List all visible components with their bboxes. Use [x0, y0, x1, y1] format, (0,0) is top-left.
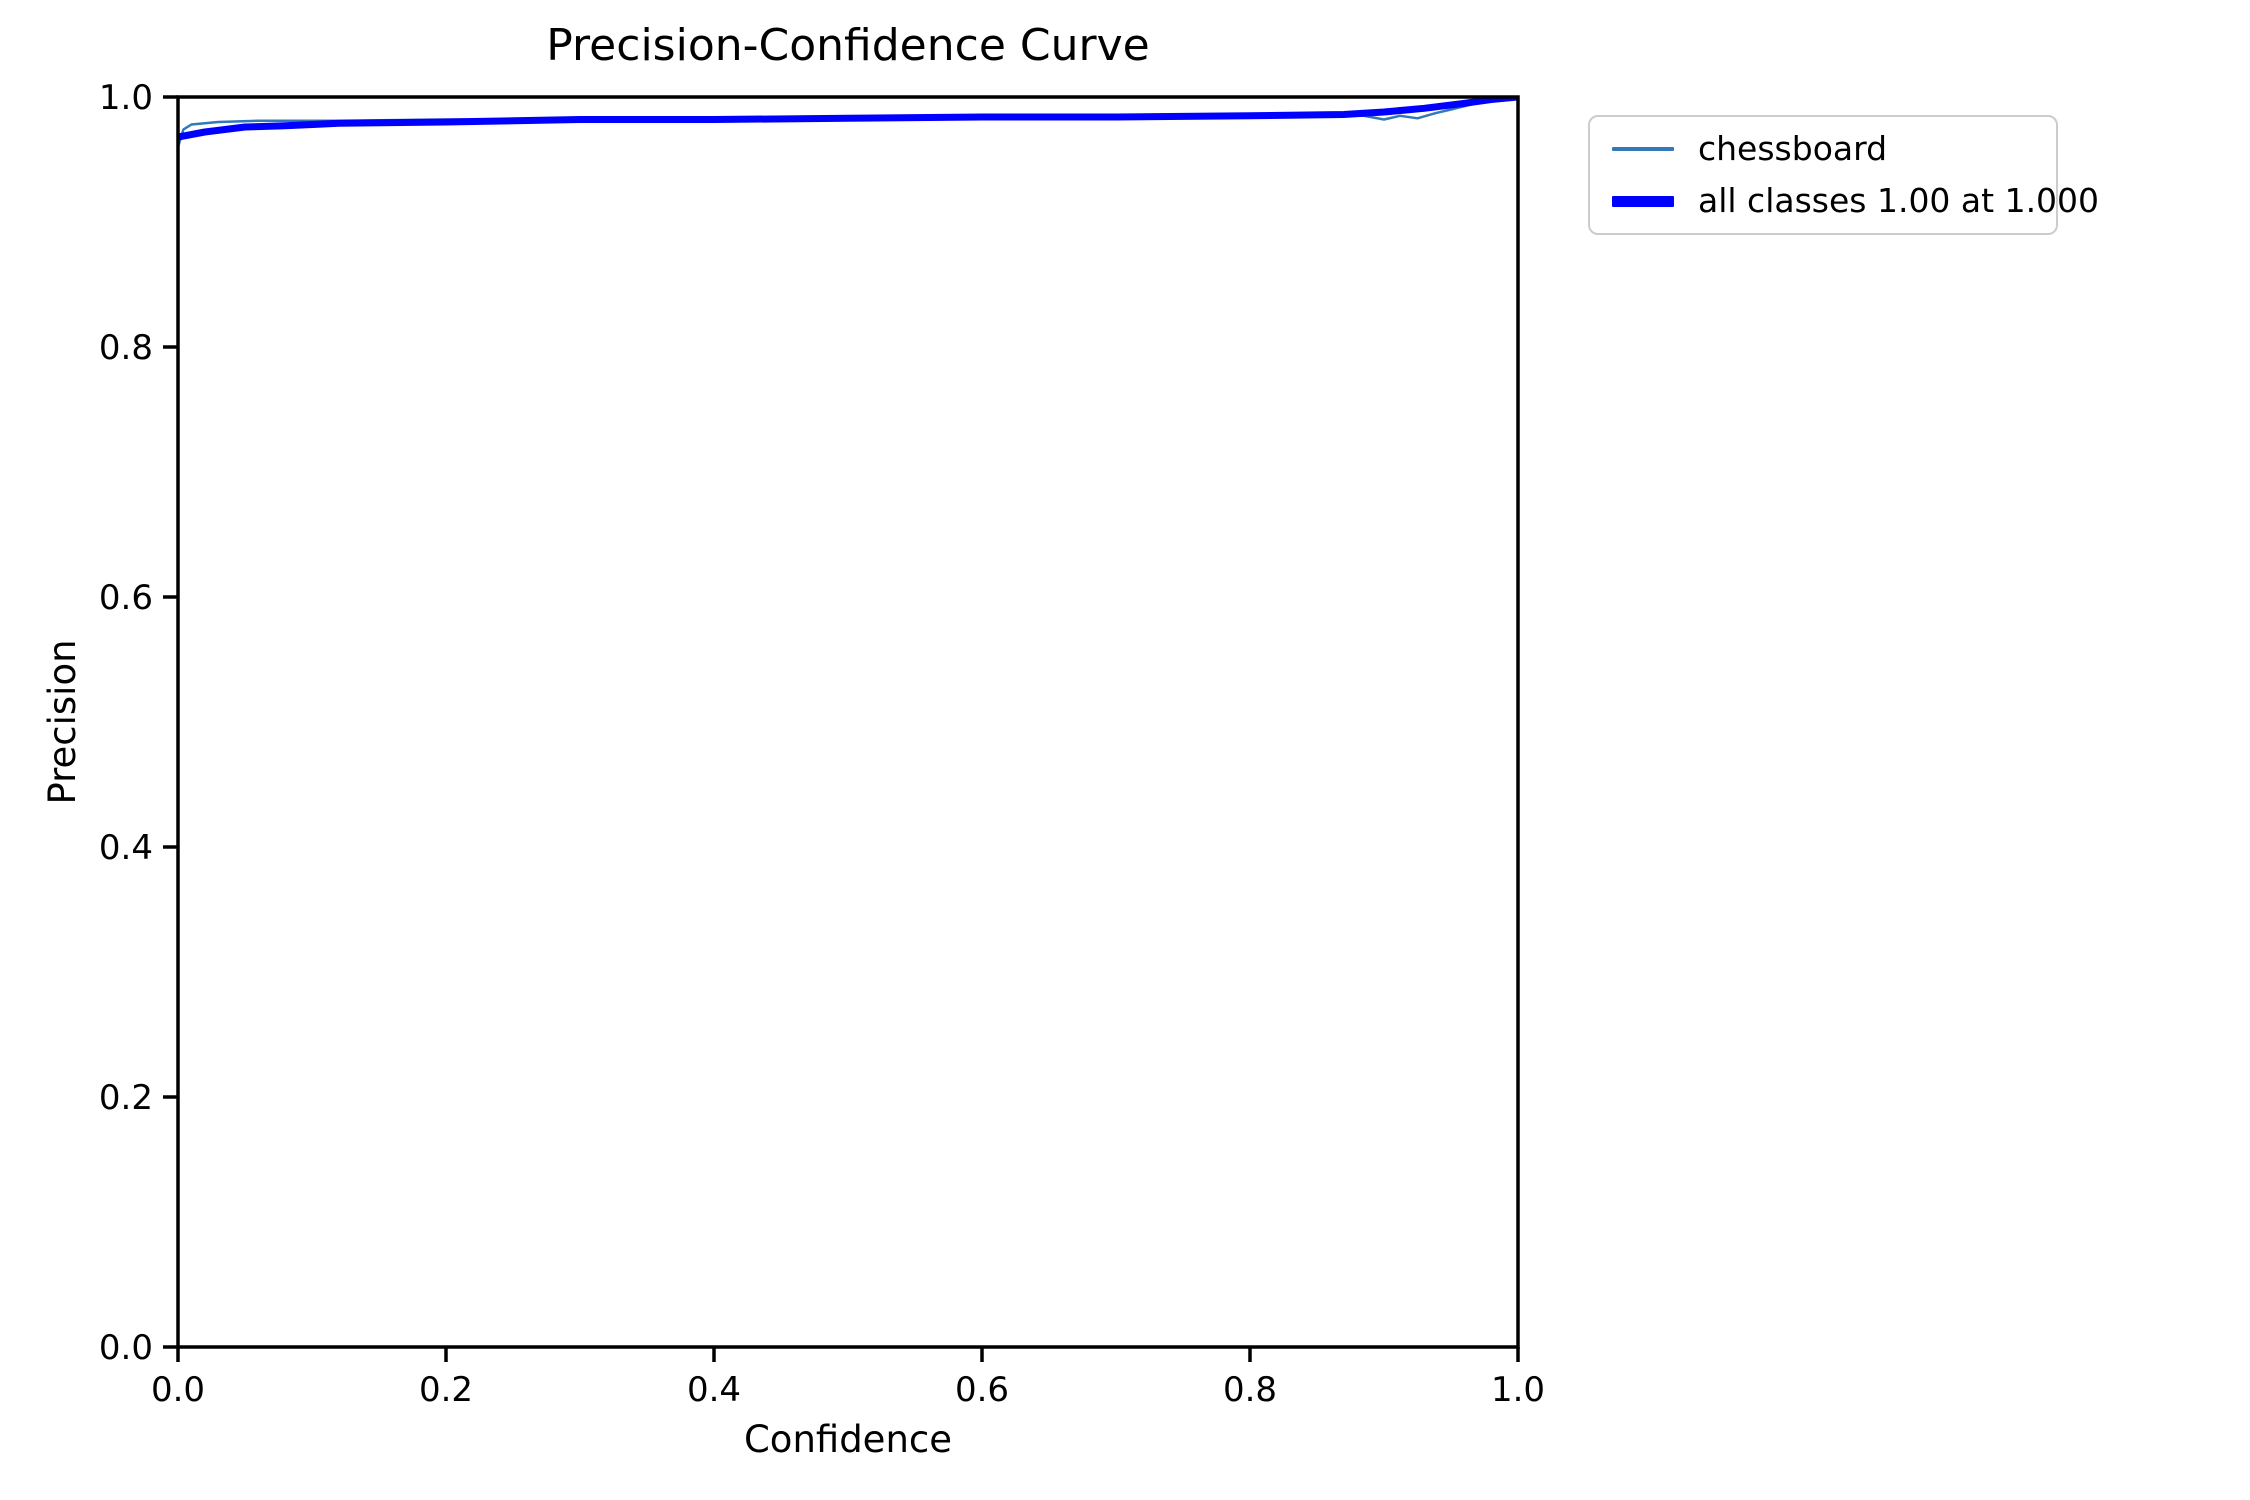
legend-label-all-classes: all classes 1.00 at 1.000 — [1698, 181, 2100, 220]
legend-line-chessboard-icon — [1612, 147, 1674, 151]
x-tick-label: 0.6 — [955, 1370, 1009, 1410]
chart-title: Precision-Confidence Curve — [546, 20, 1150, 71]
y-tick-label: 1.0 — [99, 78, 153, 118]
x-tick-label: 0.8 — [1223, 1370, 1277, 1410]
y-tick-label: 0.6 — [99, 578, 153, 618]
legend-item-all-classes: all classes 1.00 at 1.000 — [1612, 181, 2099, 221]
y-tick-label: 0.8 — [99, 328, 153, 368]
x-axis-label: Confidence — [743, 1418, 953, 1461]
legend-label-chessboard: chessboard — [1698, 129, 1888, 168]
legend: chessboard all classes 1.00 at 1.000 — [1588, 115, 2099, 235]
x-tick-label: 0.0 — [151, 1370, 205, 1410]
x-tick-label: 0.2 — [419, 1370, 473, 1410]
y-tick-label: 0.0 — [99, 1328, 153, 1368]
axes-spines — [176, 95, 1520, 1349]
x-tick-label: 1.0 — [1491, 1370, 1545, 1410]
y-axis-label: Precision — [41, 639, 84, 805]
series-line-all-classes — [178, 97, 1518, 141]
y-tick-label: 0.4 — [99, 828, 153, 868]
x-tick-label: 0.4 — [687, 1370, 741, 1410]
legend-line-all-classes-icon — [1612, 195, 1674, 207]
legend-item-chessboard: chessboard — [1612, 129, 2042, 169]
y-tick-label: 0.2 — [99, 1078, 153, 1118]
